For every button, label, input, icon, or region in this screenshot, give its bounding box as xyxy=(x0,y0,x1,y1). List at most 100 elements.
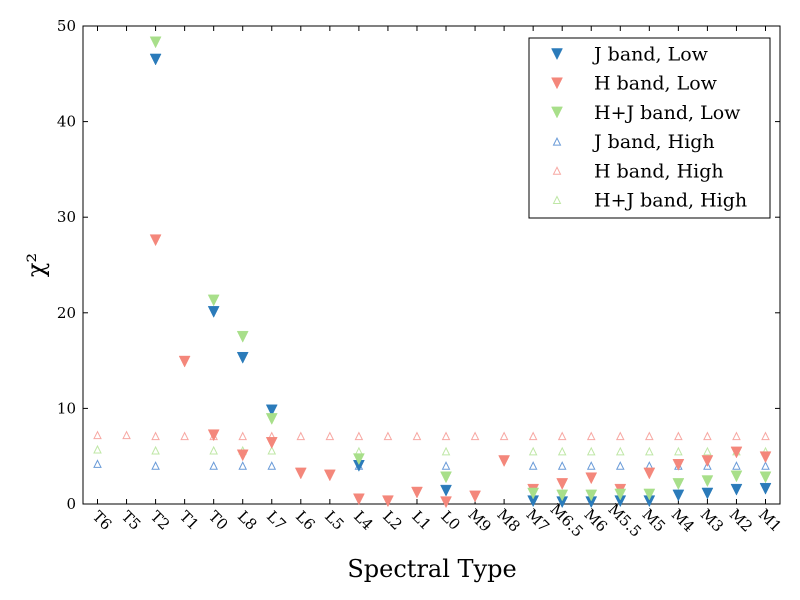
series-h-j-band-low xyxy=(149,36,772,502)
point-h-band-low xyxy=(730,446,743,459)
point-h-j-band-high xyxy=(557,446,567,456)
point-h-j-band-low xyxy=(527,487,540,500)
x-tick-label: L7 xyxy=(263,507,290,534)
point-h-band-low xyxy=(411,486,423,499)
legend-marker xyxy=(551,48,563,61)
legend-marker xyxy=(551,77,563,90)
legend-label: H band, Low xyxy=(594,73,718,95)
point-h-band-low xyxy=(585,472,598,485)
point-h-band-high xyxy=(557,431,567,441)
point-h-j-band-high xyxy=(615,446,625,456)
x-tick-label: T2 xyxy=(147,507,174,534)
y-tick-label: 40 xyxy=(57,113,76,131)
data-markers xyxy=(93,36,772,509)
point-h-band-low xyxy=(207,429,220,442)
point-h-j-band-high xyxy=(528,446,538,456)
point-h-j-band-high xyxy=(674,446,683,456)
point-h-band-high xyxy=(703,431,712,441)
point-j-band-high xyxy=(151,461,160,470)
legend-item: H+J band, High xyxy=(552,190,747,212)
y-tick-label: 20 xyxy=(57,304,76,322)
legend-item: J band, Low xyxy=(551,44,709,66)
point-h-band-low xyxy=(265,437,278,449)
point-j-band-high xyxy=(732,461,741,470)
point-h-band-low xyxy=(643,467,656,480)
x-tick-label: T1 xyxy=(176,507,203,534)
point-j-band-low xyxy=(701,487,714,500)
point-h-band-high xyxy=(412,431,422,441)
x-tick-label: M5 xyxy=(639,505,669,535)
point-h-j-band-low xyxy=(236,330,249,343)
x-tick-label: L8 xyxy=(234,507,261,534)
y-tick-label: 50 xyxy=(57,17,76,35)
point-h-band-low xyxy=(178,355,191,368)
x-tick-label: L5 xyxy=(321,507,348,534)
point-h-band-high xyxy=(528,431,538,441)
point-h-band-high xyxy=(761,431,770,441)
series-h-band-low xyxy=(149,234,772,509)
point-h-j-band-low xyxy=(149,36,162,49)
x-tick-label: M1 xyxy=(755,505,785,535)
point-h-j-band-low xyxy=(643,488,656,501)
point-j-band-low xyxy=(440,484,452,497)
point-h-band-low xyxy=(498,455,511,468)
point-h-band-high xyxy=(732,431,741,441)
point-j-band-high xyxy=(209,461,218,470)
point-h-j-band-high xyxy=(645,446,654,456)
x-tick-label: L0 xyxy=(437,507,464,534)
legend-item: H+J band, Low xyxy=(551,102,741,124)
legend-label: H+J band, Low xyxy=(594,102,741,124)
legend-marker xyxy=(552,195,562,204)
x-tick-label: M9 xyxy=(464,505,494,535)
y-axis-label: χ² xyxy=(22,253,50,277)
point-h-band-high xyxy=(122,430,131,440)
point-h-j-band-low xyxy=(701,475,714,488)
point-h-j-band-low xyxy=(207,294,220,307)
legend-item: J band, High xyxy=(552,131,715,153)
point-j-band-low xyxy=(149,53,162,66)
legend-marker xyxy=(552,166,562,175)
point-h-j-band-low xyxy=(265,413,278,425)
point-h-j-band-high xyxy=(441,446,451,456)
x-tick-label: L1 xyxy=(408,507,435,534)
point-h-band-high xyxy=(325,431,335,441)
series-h-band-high xyxy=(93,430,770,441)
legend-marker xyxy=(552,136,562,146)
point-h-j-band-low xyxy=(585,489,598,502)
y-axis-ticks: 0 10 20 30 40 50 xyxy=(57,17,780,513)
point-j-band-low xyxy=(730,483,743,496)
legend-item: H band, Low xyxy=(551,73,718,95)
point-h-band-high xyxy=(645,431,654,441)
point-h-band-high xyxy=(470,431,480,441)
point-j-band-high xyxy=(586,461,596,470)
x-axis-label: Spectral Type xyxy=(347,555,516,583)
point-h-j-band-low xyxy=(440,471,452,484)
legend: J band, Low H band, Low H+J band, Low J ban… xyxy=(528,37,771,219)
point-h-band-low xyxy=(382,495,394,508)
point-h-band-high xyxy=(586,431,596,441)
point-h-j-band-low xyxy=(730,470,743,483)
point-j-band-high xyxy=(441,461,451,470)
point-j-band-high xyxy=(703,461,712,470)
legend-label: J band, Low xyxy=(592,44,709,66)
x-tick-label: M8 xyxy=(493,505,523,535)
point-h-band-high xyxy=(615,431,625,441)
x-tick-label: T6 xyxy=(89,507,116,534)
x-tick-label: M4 xyxy=(668,505,698,535)
x-tick-label: M5.5 xyxy=(605,500,645,540)
point-j-band-low xyxy=(265,404,278,417)
point-h-band-high xyxy=(296,431,306,441)
x-tick-label: M3 xyxy=(697,505,727,535)
point-j-band-high xyxy=(528,461,538,470)
series-j-band-low xyxy=(149,53,772,509)
point-h-band-high xyxy=(93,430,102,440)
point-h-band-low xyxy=(759,451,772,464)
point-h-band-high xyxy=(151,431,160,441)
point-j-band-high xyxy=(93,459,102,468)
x-tick-label: M6.5 xyxy=(547,500,587,540)
legend-marker xyxy=(551,106,563,119)
point-h-band-low xyxy=(323,469,336,482)
point-h-j-band-low xyxy=(759,471,772,484)
point-j-band-high xyxy=(238,461,248,470)
point-h-j-band-low xyxy=(672,478,685,490)
